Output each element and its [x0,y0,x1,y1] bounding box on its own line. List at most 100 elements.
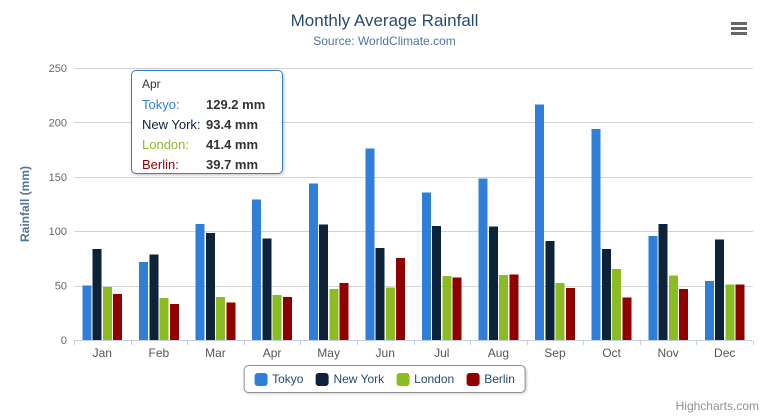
bar-new-york-apr[interactable] [262,238,272,340]
bar-london-feb[interactable] [159,297,169,340]
legend-item-tokyo[interactable]: Tokyo [254,372,303,386]
bar-london-sep[interactable] [555,283,565,340]
legend-item-london[interactable]: London [396,372,454,386]
bar-berlin-may[interactable] [339,282,349,340]
x-axis-label-jan: Jan [93,346,112,360]
bar-new-york-oct[interactable] [601,249,611,340]
x-axis-label-dec: Dec [714,346,735,360]
tooltip-series-value: 129.2 mm [206,96,266,112]
bar-tokyo-dec[interactable] [704,280,714,340]
x-axis-label-oct: Oct [602,346,621,360]
bar-new-york-sep[interactable] [545,240,555,340]
tooltip-series-label: New York: [142,116,201,132]
legend-symbol [396,372,410,386]
bar-london-aug[interactable] [499,275,508,340]
bar-tokyo-aug[interactable] [478,178,488,340]
bar-new-york-nov[interactable] [658,224,668,340]
tooltip-row: Tokyo: 129.2 mm [142,94,272,114]
bar-london-dec[interactable] [725,284,735,340]
y-axis-title: Rainfall (mm) [18,165,32,243]
tooltip-series-label: Tokyo: [142,96,180,112]
bar-new-york-jul[interactable] [432,225,442,340]
tooltip-series-value: 41.4 mm [206,136,259,152]
tooltip-row: New York: 93.4 mm [142,114,272,134]
legend-item-new-york[interactable]: New York [315,372,384,386]
bar-new-york-feb[interactable] [149,254,159,340]
x-axis-label-jun: Jun [376,346,395,360]
tooltip-series-label: London: [142,136,189,152]
tooltip-header: Apr [142,77,161,91]
y-axis-tick-label: 0 [61,335,67,347]
bar-tokyo-sep[interactable] [535,104,545,340]
bar-tokyo-jan[interactable] [82,285,92,340]
x-axis-label-sep: Sep [544,346,566,360]
x-axis-label-feb: Feb [149,346,170,360]
bar-berlin-oct[interactable] [622,297,632,341]
bar-new-york-aug[interactable] [488,226,498,341]
bar-new-york-mar[interactable] [205,232,215,340]
legend-label: Berlin [484,372,515,386]
hamburger-bar [731,22,747,25]
legend-symbol [254,372,268,386]
bar-london-jun[interactable] [385,287,395,340]
x-axis-label-mar: Mar [205,346,226,360]
bar-berlin-dec[interactable] [735,284,745,340]
hamburger-bar [731,27,747,30]
legend-item-berlin[interactable]: Berlin [466,372,515,386]
bar-berlin-feb[interactable] [169,303,179,340]
bar-tokyo-jun[interactable] [365,148,375,341]
bar-new-york-may[interactable] [319,224,328,340]
y-axis-tick-label: 100 [49,226,67,238]
bar-berlin-mar[interactable] [226,302,236,341]
y-axis-tick-label: 200 [49,117,67,129]
x-axis-label-nov: Nov [657,346,678,360]
tooltip: Apr Tokyo: 129.2 mm New York: 93.4 mm London… [131,70,283,174]
bar-london-jul[interactable] [442,275,452,340]
bar-london-apr[interactable] [272,295,282,340]
x-axis-label-aug: Aug [488,346,509,360]
bar-new-york-jan[interactable] [92,249,102,340]
bar-london-mar[interactable] [216,297,226,340]
y-axis-tick-label: 250 [49,63,67,75]
bar-berlin-aug[interactable] [509,274,519,340]
tooltip-series-label: Berlin: [142,156,179,172]
bar-tokyo-jul[interactable] [421,192,431,341]
legend-symbol [315,372,329,386]
bar-new-york-jun[interactable] [375,248,385,340]
x-axis-label-may: May [317,346,340,360]
legend-label: London [414,372,455,386]
bar-london-oct[interactable] [612,269,622,340]
legend-label: New York [333,372,385,386]
bar-tokyo-nov[interactable] [648,236,658,340]
legend: Tokyo New York London Berlin [243,365,526,393]
bar-berlin-jan[interactable] [113,293,123,340]
y-axis-tick-label: 150 [49,172,67,184]
bar-tokyo-mar[interactable] [195,224,205,340]
hamburger-bar [731,32,747,35]
bar-tokyo-may[interactable] [308,183,318,340]
bar-london-may[interactable] [329,288,339,340]
bar-berlin-jun[interactable] [396,257,406,340]
bar-tokyo-feb[interactable] [139,262,148,340]
chart-subtitle: Source: WorldClimate.com [313,34,456,48]
x-axis-label-apr: Apr [263,346,282,360]
bar-berlin-apr[interactable] [282,296,292,340]
bar-london-jan[interactable] [102,286,112,340]
bar-tokyo-apr[interactable] [252,199,262,340]
legend-symbol [466,372,480,386]
bar-tokyo-oct[interactable] [591,128,601,340]
bar-london-nov[interactable] [668,275,678,341]
hamburger-menu-icon[interactable] [729,20,749,37]
tooltip-series-value: 93.4 mm [206,116,259,132]
x-axis-label-jul: Jul [434,346,449,360]
tooltip-row: Berlin: 39.7 mm [142,154,272,174]
credits-link[interactable]: Highcharts.com [675,399,759,413]
bar-berlin-nov[interactable] [679,289,688,340]
y-axis-tick-label: 50 [55,281,67,293]
tooltip-row: London: 41.4 mm [142,134,272,154]
chart-title: Monthly Average Rainfall [290,11,479,30]
bar-berlin-sep[interactable] [565,288,575,340]
bar-new-york-dec[interactable] [715,239,725,340]
bar-berlin-jul[interactable] [452,277,462,341]
